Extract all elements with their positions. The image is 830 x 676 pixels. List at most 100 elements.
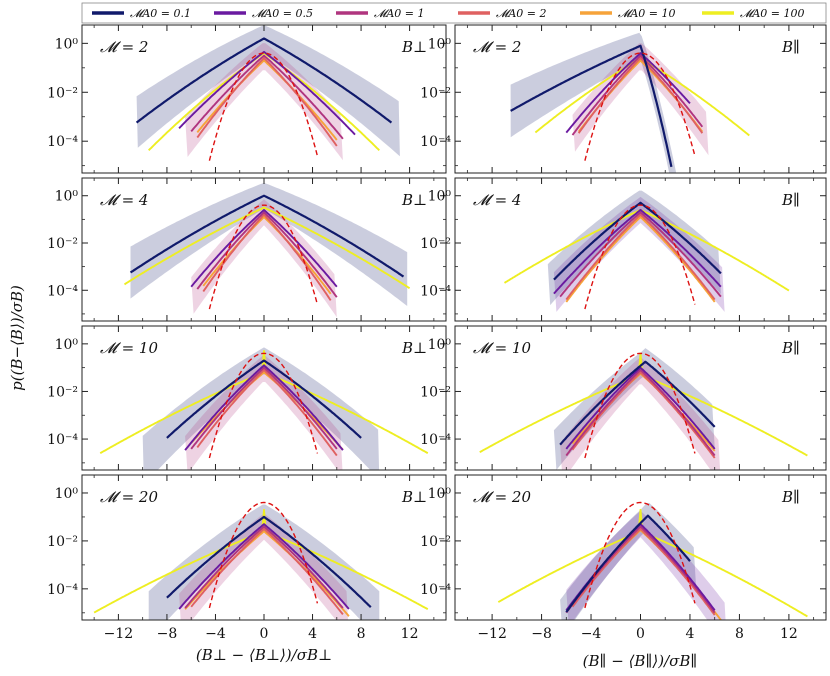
gaussian-reference-r1-c1 [584, 204, 696, 310]
band-2-r3-c0 [179, 513, 349, 620]
x-tick-label: −4 [205, 626, 226, 642]
x-tick-label: −4 [581, 626, 602, 642]
y-tick-label: 10⁻² [420, 85, 451, 101]
series-line-4-r0-c0 [196, 59, 338, 141]
y-tick-label: 10⁻² [47, 236, 78, 252]
y-tick-label: 10⁻² [47, 85, 78, 101]
series-line-4-r1-c1 [565, 216, 716, 303]
series-line-2-r3-c0 [184, 525, 344, 609]
x-axis-label-left: (B⊥ − ⟨B⊥⟩)/σB⊥ [196, 646, 332, 664]
series-line-2-r0-c0 [190, 54, 344, 140]
legend: 𝓜A0 = 0.1 𝓜A0 = 0.5 𝓜A0 = 1 𝓜A0 = 2 𝓜A0 = 10… [81, 2, 827, 24]
legend-label-1: 𝓜A0 = 0.5 [252, 7, 313, 20]
gaussian-reference-r3-c0 [208, 501, 319, 609]
component-label: B∥ [781, 339, 800, 357]
series-line-0-r3-c0 [166, 515, 372, 608]
series-line-0-r2-c1 [559, 360, 716, 446]
gaussian-reference-r2-c0 [208, 352, 319, 459]
x-tick-label: −8 [531, 626, 552, 642]
y-axis-label: p((B−⟨B⟩)/σB) [8, 285, 26, 391]
series-line-3-r1-c1 [565, 213, 716, 301]
gaussian-reference-r0-c0 [208, 52, 319, 161]
series-line-3-r1-c0 [202, 213, 332, 301]
band-0-r0-c1 [510, 32, 677, 173]
x-tick-label: 0 [260, 626, 269, 642]
mach-label: 𝓜 = 2 [100, 38, 148, 56]
mach-label: 𝓜 = 10 [473, 339, 531, 357]
y-tick-label: 10⁻⁴ [47, 134, 78, 150]
y-tick-label: 10⁰ [55, 486, 79, 502]
band-0-r0-c0 [136, 25, 400, 157]
component-label: B⊥ [401, 339, 427, 357]
band-2-r2-c1 [560, 358, 721, 470]
legend-label-4: 𝓜A0 = 10 [618, 7, 675, 20]
mach-label: 𝓜 = 20 [100, 488, 158, 506]
x-tick-label: −8 [157, 626, 178, 642]
series-line-5-r0-c0 [148, 52, 380, 151]
legend-frame [81, 2, 827, 24]
x-tick-label: 8 [735, 626, 744, 642]
x-tick-label: 4 [686, 626, 695, 642]
series-line-2-r2-c0 [190, 366, 338, 450]
x-axis-label-right: (B∥ − ⟨B∥⟩)/σB∥ [583, 652, 698, 670]
series-line-3-r2-c1 [571, 371, 716, 459]
y-tick-label: 10⁰ [428, 337, 452, 353]
mach-label: 𝓜 = 2 [473, 38, 521, 56]
series-line-0-r0-c1 [510, 44, 673, 168]
series-line-2-r0-c1 [571, 54, 704, 136]
series-line-2-r1-c1 [559, 211, 722, 298]
y-tick-label: 10⁻⁴ [420, 283, 451, 299]
x-tick-label: 4 [308, 626, 317, 642]
series-line-5-r2-c0 [99, 350, 429, 455]
x-tick-label: −12 [477, 626, 507, 642]
x-tick-label: 8 [357, 626, 366, 642]
band-2-r1-c0 [191, 199, 337, 318]
y-tick-label: 10⁻⁴ [47, 283, 78, 299]
series-line-3-r0-c0 [196, 57, 338, 147]
series-line-5-r1-c1 [503, 208, 790, 292]
panel-r1-c1: 10⁰ 10⁻² 10⁻⁴ 𝓜 = 4 B∥ [420, 177, 827, 322]
x-tick-label: 12 [401, 626, 419, 642]
y-tick-label: 10⁻² [47, 384, 78, 400]
mach-label: 𝓜 = 10 [100, 339, 158, 357]
component-label: B⊥ [401, 191, 427, 209]
series-line-0-r1-c0 [129, 194, 405, 278]
panel-r0-c0: 10⁰ 10⁻² 10⁻⁴ 𝓜 = 2 B⊥ [47, 24, 447, 174]
legend-label-0: 𝓜A0 = 0.1 [130, 7, 191, 20]
series-line-4-r3-c0 [184, 530, 350, 617]
series-line-0-r1-c1 [553, 201, 722, 281]
legend-label-3: 𝓜A0 = 2 [496, 7, 546, 20]
component-label: B∥ [781, 488, 800, 506]
y-tick-label: 10⁻⁴ [420, 432, 451, 448]
mach-label: 𝓜 = 4 [100, 191, 148, 209]
y-tick-label: 10⁻² [420, 236, 451, 252]
x-tick-label: −12 [104, 626, 134, 642]
panel-r2-c1: 10⁰ 10⁻² 10⁻⁴ 𝓜 = 10 B∥ [420, 325, 827, 471]
component-label: B⊥ [401, 38, 427, 56]
gaussian-reference-r0-c1 [584, 52, 696, 161]
gaussian-reference-r1-c0 [208, 204, 319, 310]
y-tick-label: 10⁻⁴ [47, 432, 78, 448]
panel-r3-c0: 10⁰ 10⁻² 10⁻⁴ −12 −8 −4 0 4 8 12 𝓜 = 20 B⊥ [47, 474, 447, 642]
component-label: B⊥ [401, 488, 427, 506]
panel-r0-c1: 10⁰ 10⁻² 10⁻⁴ 𝓜 = 2 B∥ [420, 24, 827, 174]
y-tick-label: 10⁰ [428, 189, 452, 205]
legend-label-2: 𝓜A0 = 1 [374, 7, 424, 20]
y-tick-label: 10⁰ [428, 36, 452, 52]
series-line-3-r3-c1 [571, 527, 716, 616]
panel-r1-c0: 10⁰ 10⁻² 10⁻⁴ 𝓜 = 4 B⊥ [47, 177, 447, 322]
mach-label: 𝓜 = 4 [473, 191, 521, 209]
panel-r2-c0: 10⁰ 10⁻² 10⁻⁴ 𝓜 = 10 B⊥ [47, 325, 447, 471]
band-2-r2-c0 [185, 355, 343, 470]
legend-label-5: 𝓜A0 = 100 [740, 7, 804, 20]
series-line-1-r1-c0 [190, 208, 338, 288]
band-0-r3-c1 [560, 502, 697, 620]
series-line-0-r0-c0 [135, 37, 393, 124]
mach-label: 𝓜 = 20 [473, 488, 531, 506]
gaussian-reference-r3-c1 [584, 501, 696, 609]
series-line-2-r2-c1 [565, 369, 716, 457]
series-line-1-r2-c0 [184, 364, 344, 451]
series-line-1-r0-c1 [565, 52, 691, 134]
y-tick-label: 10⁻⁴ [420, 582, 451, 598]
